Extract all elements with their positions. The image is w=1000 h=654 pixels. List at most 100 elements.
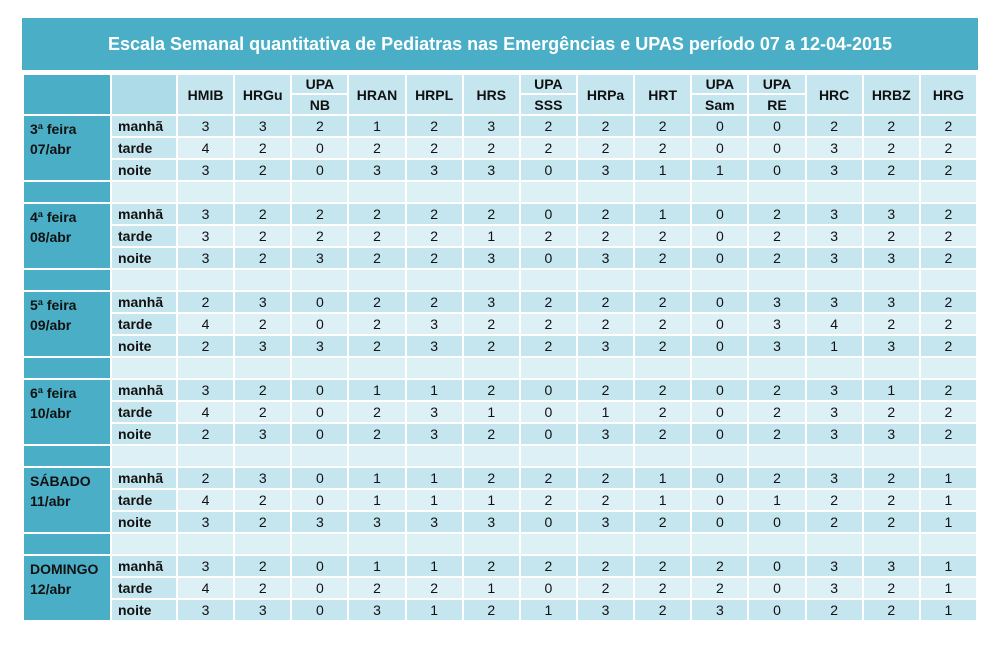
- value-cell: 3: [806, 292, 862, 312]
- value-cell: 3: [806, 556, 862, 576]
- spacer-cell: [520, 182, 576, 202]
- column-header: HRPa: [577, 75, 634, 114]
- value-cell: 1: [463, 578, 519, 598]
- value-cell: 1: [863, 380, 919, 400]
- shift-label: noite: [112, 336, 176, 356]
- spacer-cell: [577, 358, 634, 378]
- value-cell: 2: [749, 248, 805, 268]
- day-cell: 6ª feira 10/abr: [24, 380, 110, 444]
- table-row: 6ª feira 10/abr manhã 3 2 0 1 1 2 0 2 2 0 2 3 1 2: [24, 380, 976, 444]
- value-cell: 0: [520, 380, 576, 400]
- spacer-cell: [112, 534, 176, 554]
- value-cell: 3: [577, 160, 634, 180]
- spacer-cell: [577, 446, 634, 466]
- value-cell: 2: [463, 314, 519, 334]
- value-cell: 2: [577, 380, 634, 400]
- spacer-cell: [406, 534, 462, 554]
- spacer-cell: [406, 446, 462, 466]
- value-cell: 2: [577, 116, 634, 136]
- value-cell: 2: [806, 490, 862, 510]
- value-cell: 0: [692, 116, 748, 136]
- spacer-cell: [235, 182, 291, 202]
- value-cell: 3: [806, 248, 862, 268]
- spacer-cell: [463, 358, 519, 378]
- table-row: noite 3 2 0 3 3 3 0 3 1 1 0 3 2 2: [24, 160, 976, 180]
- shift-label: noite: [112, 424, 176, 444]
- value-cell: 2: [806, 600, 862, 620]
- day-date: 10/abr: [30, 405, 72, 421]
- value-cell: 2: [863, 138, 919, 158]
- value-cell: 0: [520, 512, 576, 532]
- value-cell: 2: [635, 226, 691, 246]
- table-row: noite 3 2 3 3 3 3 0 3 2 0 0 2 2 1: [24, 512, 976, 532]
- spacer-cell: [463, 270, 519, 290]
- value-cell: 3: [863, 248, 919, 268]
- value-cell: 3: [577, 600, 634, 620]
- value-cell: 3: [178, 512, 234, 532]
- value-cell: 0: [520, 578, 576, 598]
- value-cell: 2: [920, 160, 976, 180]
- spacer-cell: [806, 446, 862, 466]
- header-corner: [24, 75, 110, 114]
- value-cell: 1: [349, 116, 405, 136]
- value-cell: 2: [406, 578, 462, 598]
- spacer-cell: [24, 270, 110, 290]
- column-header: HMIB: [178, 75, 234, 114]
- header-row-2: NB SSS Sam RE: [24, 95, 976, 114]
- value-cell: 3: [806, 578, 862, 598]
- value-cell: 1: [806, 336, 862, 356]
- spacer-cell: [292, 358, 348, 378]
- spacer-cell: [463, 534, 519, 554]
- column-header: HRGu: [235, 75, 291, 114]
- table-title: Escala Semanal quantitativa de Pediatras…: [22, 18, 978, 70]
- day-name: DOMINGO: [30, 561, 99, 577]
- value-cell: 2: [920, 402, 976, 422]
- value-cell: 3: [863, 204, 919, 224]
- spacer-cell: [292, 270, 348, 290]
- value-cell: 3: [235, 336, 291, 356]
- value-cell: 3: [863, 556, 919, 576]
- value-cell: 2: [920, 116, 976, 136]
- value-cell: 1: [406, 468, 462, 488]
- value-cell: 3: [463, 248, 519, 268]
- column-header: UPA: [749, 75, 805, 93]
- spacer-cell: [520, 534, 576, 554]
- value-cell: 1: [920, 600, 976, 620]
- value-cell: 0: [520, 160, 576, 180]
- day-date: 07/abr: [30, 141, 72, 157]
- value-cell: 2: [863, 600, 919, 620]
- spacer-cell: [635, 534, 691, 554]
- value-cell: 3: [406, 402, 462, 422]
- value-cell: 2: [863, 490, 919, 510]
- value-cell: 0: [292, 380, 348, 400]
- spacer-cell: [292, 534, 348, 554]
- day-date: 09/abr: [30, 317, 72, 333]
- spacer-cell: [24, 182, 110, 202]
- value-cell: 2: [235, 556, 291, 576]
- value-cell: 2: [920, 204, 976, 224]
- column-header: UPA: [520, 75, 576, 93]
- value-cell: 0: [692, 314, 748, 334]
- spacer-cell: [806, 182, 862, 202]
- shift-label: tarde: [112, 490, 176, 510]
- spacer-cell: [749, 358, 805, 378]
- value-cell: 2: [920, 226, 976, 246]
- value-cell: 2: [635, 424, 691, 444]
- value-cell: 2: [463, 600, 519, 620]
- shift-label: noite: [112, 160, 176, 180]
- value-cell: 3: [406, 336, 462, 356]
- value-cell: 1: [635, 468, 691, 488]
- value-cell: 3: [806, 204, 862, 224]
- value-cell: 1: [463, 402, 519, 422]
- spacer-cell: [920, 446, 976, 466]
- spacer-cell: [349, 358, 405, 378]
- spacer-cell: [24, 446, 110, 466]
- spacer-cell: [463, 446, 519, 466]
- value-cell: 2: [178, 468, 234, 488]
- value-cell: 3: [463, 512, 519, 532]
- value-cell: 2: [235, 380, 291, 400]
- value-cell: 1: [920, 490, 976, 510]
- value-cell: 1: [920, 556, 976, 576]
- value-cell: 2: [806, 512, 862, 532]
- value-cell: 0: [292, 424, 348, 444]
